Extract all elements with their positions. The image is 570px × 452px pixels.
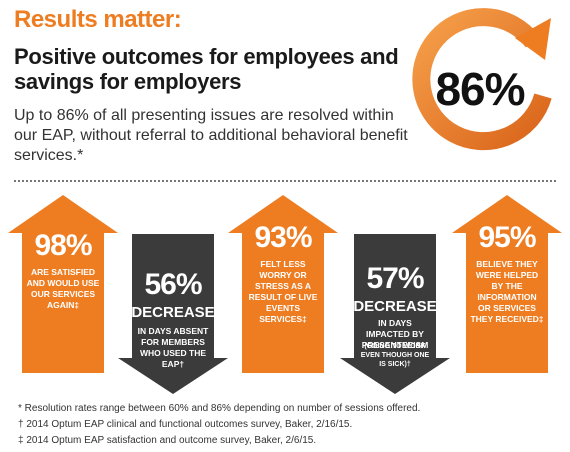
stat-description: in days absent for members who used the … — [137, 326, 209, 369]
badge-value: 86% — [435, 63, 525, 115]
stat-presenteeism-decrease: 57% DECREASE in days impacted by present… — [340, 234, 450, 394]
footnote: * Resolution rates range between 60% and… — [18, 403, 421, 414]
eyebrow-title: Results matter: — [14, 6, 182, 33]
intro-text: Up to 86% of all presenting issues are r… — [14, 107, 408, 164]
stat-description: Felt less worry or stress as a result of… — [248, 259, 318, 324]
stat-description: in days impacted by presenteeism — [361, 318, 429, 350]
footnotes: * Resolution rates range between 60% and… — [18, 401, 558, 449]
stat-helped: 95% Believe they were helped by the info… — [452, 195, 562, 373]
up-arrow-icon — [8, 195, 118, 373]
footnote: ‡ 2014 Optum EAP satisfaction and outcom… — [18, 435, 317, 446]
stat-note: (going to work even though one is sick)† — [360, 343, 430, 368]
stat-less-worry: 93% Felt less worry or stress as a resul… — [228, 195, 338, 373]
stat-value: 93% — [254, 221, 312, 254]
up-arrow-icon — [228, 195, 338, 373]
stat-heading: DECREASE — [353, 298, 437, 315]
down-arrow-icon — [340, 234, 450, 394]
divider — [14, 180, 556, 182]
stat-value: 95% — [478, 221, 536, 254]
footnote: † 2014 Optum EAP clinical and functional… — [18, 419, 353, 430]
resolution-badge: 86% — [405, 4, 565, 172]
stat-heading: DECREASE — [131, 304, 215, 321]
stat-description: Believe they were helped by the informat… — [470, 259, 544, 324]
stat-description: Are satisfied and would use our services… — [26, 267, 100, 310]
stat-value: 56% — [144, 268, 202, 301]
headline: Positive outcomes for employees and savi… — [14, 44, 399, 94]
circular-arrow-icon — [412, 8, 552, 151]
stat-value: 57% — [366, 262, 424, 295]
stat-absence-decrease: 56% DECREASE in days absent for members … — [118, 234, 228, 394]
up-arrow-icon — [452, 195, 562, 373]
stat-satisfied: 98% Are satisfied and would use our serv… — [8, 195, 118, 373]
stat-value: 98% — [34, 229, 92, 262]
down-arrow-icon — [118, 234, 228, 394]
